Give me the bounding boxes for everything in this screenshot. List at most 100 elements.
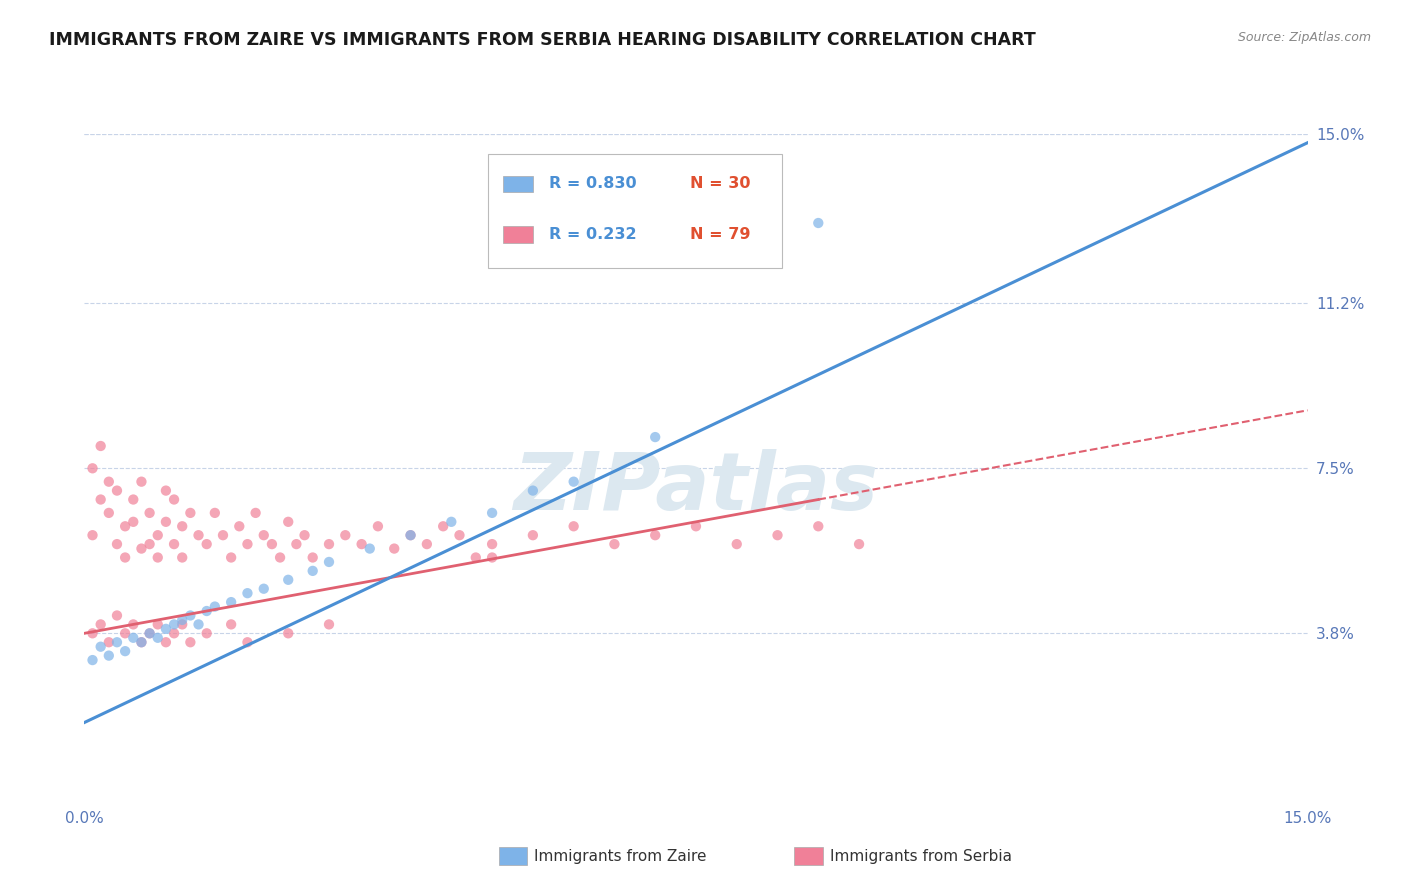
Point: [212, 528, 235, 542]
Point: [294, 528, 316, 542]
Point: [807, 216, 830, 230]
Point: [105, 483, 128, 498]
Point: [138, 626, 160, 640]
Point: [848, 537, 870, 551]
Point: [219, 550, 242, 565]
Point: [114, 626, 136, 640]
Point: [187, 528, 209, 542]
Point: [644, 528, 666, 542]
Point: [644, 430, 666, 444]
Text: IMMIGRANTS FROM ZAIRE VS IMMIGRANTS FROM SERBIA HEARING DISABILITY CORRELATION C: IMMIGRANTS FROM ZAIRE VS IMMIGRANTS FROM…: [49, 31, 1036, 49]
Point: [82, 653, 104, 667]
Point: [285, 537, 308, 551]
Text: R = 0.232: R = 0.232: [550, 227, 637, 242]
Point: [82, 528, 104, 542]
Point: [685, 519, 707, 533]
Text: Immigrants from Serbia: Immigrants from Serbia: [830, 849, 1011, 863]
Text: R = 0.830: R = 0.830: [550, 177, 637, 192]
Point: [105, 537, 128, 551]
Text: ZIPatlas: ZIPatlas: [513, 450, 879, 527]
Point: [807, 519, 830, 533]
Point: [179, 635, 201, 649]
Point: [146, 617, 169, 632]
Point: [138, 626, 160, 640]
Point: [163, 617, 186, 632]
Point: [245, 506, 267, 520]
Point: [122, 492, 145, 507]
Point: [114, 550, 136, 565]
Point: [146, 631, 169, 645]
FancyBboxPatch shape: [488, 154, 782, 268]
Point: [146, 550, 169, 565]
Point: [562, 519, 585, 533]
Point: [163, 537, 186, 551]
Point: [114, 644, 136, 658]
Point: [105, 635, 128, 649]
Point: [440, 515, 463, 529]
Point: [187, 617, 209, 632]
Point: [367, 519, 389, 533]
Point: [382, 541, 405, 556]
Point: [179, 506, 201, 520]
Point: [195, 537, 218, 551]
Point: [277, 573, 299, 587]
Point: [138, 506, 160, 520]
Point: [179, 608, 201, 623]
Point: [204, 599, 226, 614]
Point: [131, 475, 153, 489]
Point: [172, 617, 194, 632]
Point: [399, 528, 422, 542]
Point: [449, 528, 471, 542]
Point: [236, 635, 259, 649]
Point: [301, 564, 323, 578]
Point: [131, 635, 153, 649]
Point: [90, 640, 112, 654]
Point: [122, 617, 145, 632]
Point: [253, 582, 276, 596]
Point: [481, 506, 503, 520]
Point: [481, 550, 503, 565]
Point: [172, 519, 194, 533]
Point: [318, 617, 340, 632]
Text: N = 79: N = 79: [690, 227, 751, 242]
Point: [131, 635, 153, 649]
Point: [131, 541, 153, 556]
Point: [82, 626, 104, 640]
Point: [335, 528, 357, 542]
Point: [603, 537, 626, 551]
Point: [155, 635, 177, 649]
Point: [318, 555, 340, 569]
Point: [350, 537, 373, 551]
Point: [416, 537, 439, 551]
Point: [481, 537, 503, 551]
Point: [97, 475, 120, 489]
FancyBboxPatch shape: [503, 226, 533, 243]
Point: [562, 475, 585, 489]
Point: [114, 519, 136, 533]
Point: [90, 617, 112, 632]
Point: [163, 626, 186, 640]
FancyBboxPatch shape: [503, 176, 533, 193]
Point: [236, 537, 259, 551]
Point: [122, 515, 145, 529]
Text: Immigrants from Zaire: Immigrants from Zaire: [534, 849, 707, 863]
Point: [97, 635, 120, 649]
Point: [97, 648, 120, 663]
Point: [105, 608, 128, 623]
Point: [195, 604, 218, 618]
Point: [277, 626, 299, 640]
Point: [195, 626, 218, 640]
Point: [155, 622, 177, 636]
Point: [219, 595, 242, 609]
Text: N = 30: N = 30: [690, 177, 751, 192]
Point: [146, 528, 169, 542]
Point: [219, 617, 242, 632]
Point: [766, 528, 789, 542]
Point: [90, 439, 112, 453]
Point: [155, 483, 177, 498]
Point: [90, 492, 112, 507]
Point: [228, 519, 250, 533]
Point: [172, 550, 194, 565]
Point: [253, 528, 276, 542]
Point: [522, 483, 544, 498]
